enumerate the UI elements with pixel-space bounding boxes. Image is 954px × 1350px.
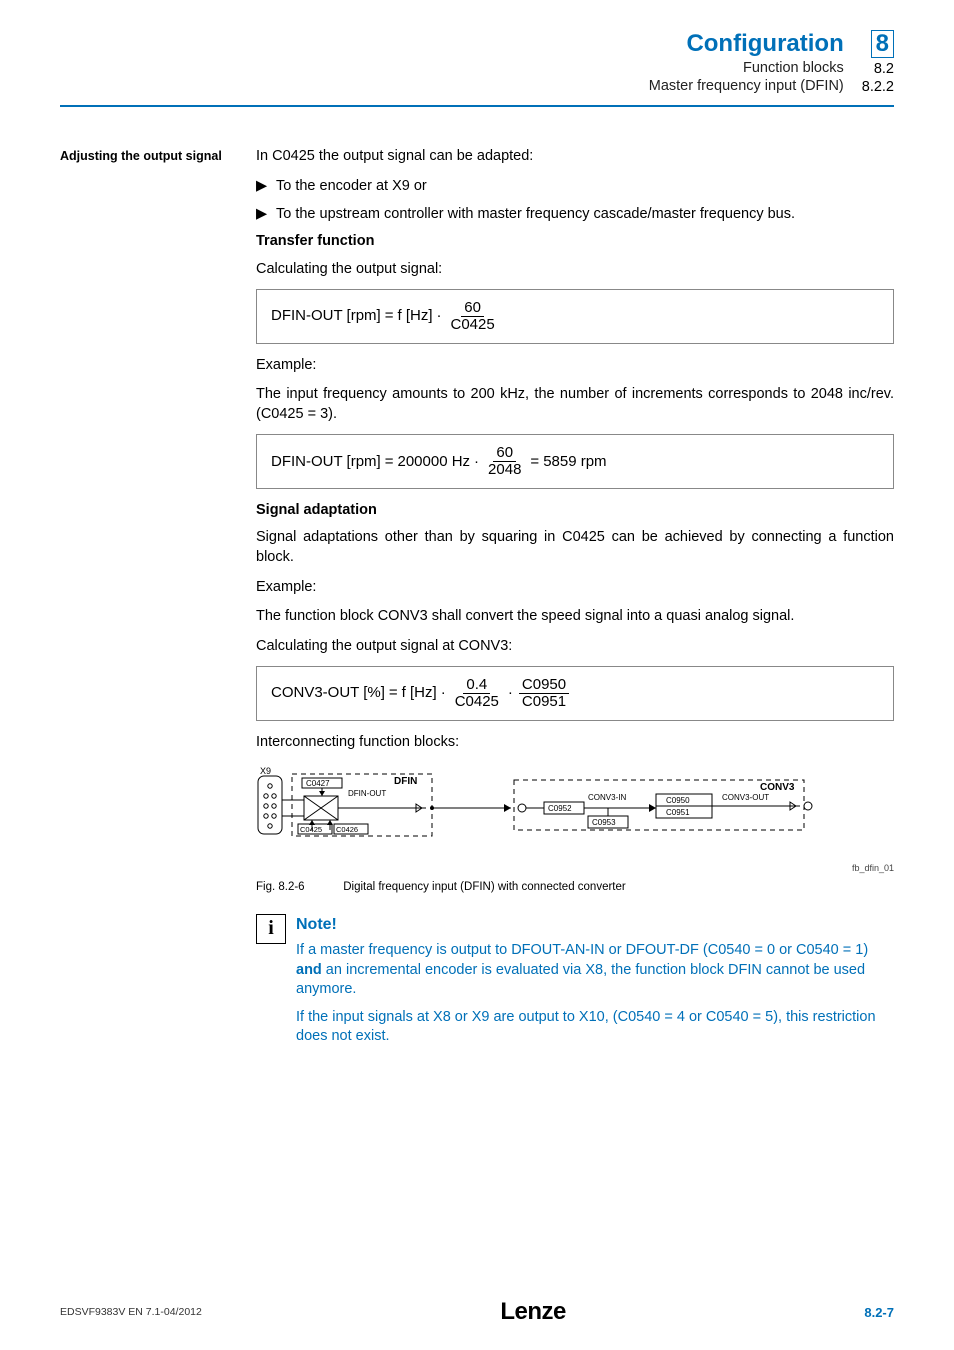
figure-caption: Fig. 8.2-6 Digital frequency input (DFIN… <box>256 880 894 896</box>
eq-result: 5859 rpm <box>543 452 606 472</box>
block-diagram: X9 DFIN C0427 <box>256 766 894 874</box>
interconnect-label: Interconnecting function blocks: <box>256 733 894 753</box>
note-paragraph-1: If a master frequency is output to DFOUT… <box>296 941 894 1000</box>
diagram-c0953-label: C0953 <box>592 818 616 827</box>
eq-fraction: 60 C0425 <box>448 300 498 333</box>
equation-box-3: CONV3-OUT [%] = f [Hz] · 0.4 C0425 · C09… <box>256 666 894 721</box>
note-title: Note! <box>296 914 894 936</box>
eq-fraction: 60 2048 <box>485 445 524 478</box>
note-body: Note! If a master frequency is output to… <box>296 914 894 1055</box>
bullet-text: To the upstream controller with master f… <box>276 205 795 225</box>
header-subtitle-1: Function blocks <box>649 60 844 76</box>
eq-denominator: C0425 <box>448 317 498 333</box>
page-title: Configuration <box>649 30 844 58</box>
diagram-c0952-label: C0952 <box>548 804 572 813</box>
example-label-2: Example: <box>256 578 894 598</box>
figure-number: Fig. 8.2-6 <box>256 880 340 896</box>
info-icon: i <box>256 914 286 944</box>
diagram-conv3-in-label: CONV3-IN <box>588 793 626 802</box>
diagram-x9-label: X9 <box>260 766 271 776</box>
eq-numerator: 60 <box>461 300 484 317</box>
bullet-arrow-icon: ▶ <box>256 177 276 197</box>
eq-numerator: 60 <box>493 445 516 462</box>
intro-text: In C0425 the output signal can be adapte… <box>256 147 894 167</box>
note-paragraph-2: If the input signals at X8 or X9 are out… <box>296 1008 894 1047</box>
eq-numerator: C0950 <box>519 677 569 694</box>
heading-transfer-function: Transfer function <box>256 232 894 252</box>
note-text: an incremental encoder is evaluated via … <box>296 962 865 998</box>
diagram-conv3-out-label: CONV3-OUT <box>722 793 769 802</box>
bullet-arrow-icon: ▶ <box>256 205 276 225</box>
eq-lhs: CONV3-OUT [%] <box>271 683 385 703</box>
bullet-text: To the encoder at X9 or <box>276 177 427 197</box>
footer-logo: Lenze <box>500 1298 566 1326</box>
eq-term: f [Hz] <box>402 683 437 703</box>
calc-label-2: Calculating the output signal at CONV3: <box>256 637 894 657</box>
eq-fraction: C0950 C0951 <box>519 677 569 710</box>
margin-label: Adjusting the output signal <box>60 147 256 1055</box>
section-number: 8.2 <box>874 61 894 77</box>
eq-numerator: 0.4 <box>463 677 490 694</box>
chapter-number: 8 <box>871 30 894 58</box>
header-rule <box>60 105 894 107</box>
eq-denominator: C0951 <box>519 694 569 710</box>
diagram-dfin-label: DFIN <box>394 776 417 787</box>
footer-page-number: 8.2-7 <box>864 1305 894 1320</box>
diagram-dfin-out-label: DFIN-OUT <box>348 789 386 798</box>
example-body: The input frequency amounts to 200 kHz, … <box>256 385 894 424</box>
eq-denominator: 2048 <box>485 462 524 478</box>
heading-signal-adaptation: Signal adaptation <box>256 501 894 521</box>
signal-adapt-body: Signal adaptations other than by squarin… <box>256 528 894 567</box>
note-text: If a master frequency is output to DFOUT… <box>296 942 868 958</box>
calc-label: Calculating the output signal: <box>256 260 894 280</box>
equation-box-1: DFIN-OUT [rpm] = f [Hz] · 60 C0425 <box>256 289 894 344</box>
diagram-c0425-label: C0425 <box>300 825 322 834</box>
example-label: Example: <box>256 356 894 376</box>
eq-denominator: C0425 <box>452 694 502 710</box>
figure-caption-text: Digital frequency input (DFIN) with conn… <box>343 881 626 893</box>
eq-term: 200000 Hz <box>397 452 470 472</box>
note-bold: and <box>296 962 322 978</box>
conv3-body: The function block CONV3 shall convert t… <box>256 607 894 627</box>
diagram-source-tag: fb_dfin_01 <box>256 862 894 874</box>
diagram-c0427-label: C0427 <box>306 779 330 788</box>
diagram-c0426-label: C0426 <box>336 825 358 834</box>
eq-lhs: DFIN-OUT [rpm] <box>271 452 381 472</box>
eq-fraction: 0.4 C0425 <box>452 677 502 710</box>
header-subtitle-2: Master frequency input (DFIN) <box>649 78 844 94</box>
diagram-c0950-label: C0950 <box>666 796 690 805</box>
subsection-number: 8.2.2 <box>862 79 894 95</box>
footer-doc-id: EDSVF9383V EN 7.1-04/2012 <box>60 1306 202 1318</box>
equation-box-2: DFIN-OUT [rpm] = 200000 Hz · 60 2048 = 5… <box>256 434 894 489</box>
diagram-c0951-label: C0951 <box>666 808 690 817</box>
bullet-item: ▶ To the upstream controller with master… <box>256 205 894 225</box>
diagram-conv3-label: CONV3 <box>760 782 795 793</box>
bullet-item: ▶ To the encoder at X9 or <box>256 177 894 197</box>
eq-lhs: DFIN-OUT [rpm] <box>271 306 381 326</box>
eq-term: f [Hz] <box>397 306 432 326</box>
